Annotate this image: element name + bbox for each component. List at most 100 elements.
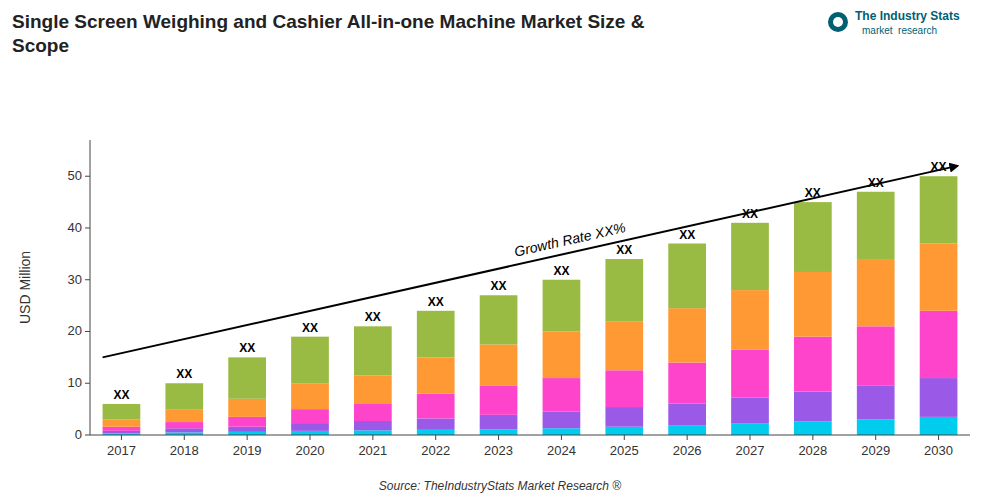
y-axis-line xyxy=(90,140,91,435)
bar-segment xyxy=(668,403,706,425)
logo-icon-hole xyxy=(833,17,843,27)
x-tick-label: 2020 xyxy=(296,443,325,458)
bar-label: XX xyxy=(239,341,255,355)
bar-segment xyxy=(417,311,455,358)
y-tick-label: 20 xyxy=(68,323,82,338)
bar-segment xyxy=(920,311,958,378)
bar-segment xyxy=(731,398,769,424)
bar-segment xyxy=(354,430,392,435)
bar-segment xyxy=(165,428,203,432)
x-tick-label: 2024 xyxy=(547,443,576,458)
y-tick-label: 50 xyxy=(68,168,82,183)
logo-icon xyxy=(828,12,848,32)
x-tick xyxy=(687,435,688,440)
bar-segment xyxy=(354,326,392,375)
x-tick xyxy=(184,435,185,440)
bar-segment xyxy=(794,337,832,392)
bar-segment xyxy=(103,427,141,431)
bar-segment xyxy=(354,421,392,430)
y-tick-label: 30 xyxy=(68,272,82,287)
bar-segment xyxy=(228,427,266,432)
bar-segment xyxy=(731,290,769,350)
y-tick-label: 0 xyxy=(75,427,82,442)
bar-segment xyxy=(354,404,392,421)
bar-segment xyxy=(543,412,581,429)
bar-segment xyxy=(794,272,832,337)
x-tick xyxy=(938,435,939,440)
bar-segment xyxy=(668,308,706,362)
bar-segment xyxy=(920,378,958,417)
bar-segment xyxy=(291,337,329,384)
bar-segment xyxy=(103,404,141,420)
bar-label: XX xyxy=(616,243,632,257)
bar-segment xyxy=(543,428,581,435)
x-tick xyxy=(624,435,625,440)
source: Source: TheIndustryStats Market Research… xyxy=(379,479,621,493)
bar-label: XX xyxy=(428,295,444,309)
x-tick-label: 2023 xyxy=(484,443,513,458)
x-tick xyxy=(750,435,751,440)
bars xyxy=(103,176,958,435)
bar-segment xyxy=(731,424,769,435)
y-tick xyxy=(85,435,90,436)
x-tick-label: 2025 xyxy=(610,443,639,458)
x-tick xyxy=(121,435,122,440)
y-tick xyxy=(85,279,90,280)
bar-segment xyxy=(417,418,455,429)
bar-segment xyxy=(731,223,769,290)
bar-segment xyxy=(920,176,958,243)
x-axis-line xyxy=(90,435,970,436)
bar-segment xyxy=(920,417,958,435)
bar-segment xyxy=(857,192,895,259)
bar-segment xyxy=(291,431,329,435)
bar-segment xyxy=(857,386,895,420)
x-tick xyxy=(498,435,499,440)
x-tick-label: 2029 xyxy=(861,443,890,458)
y-tick-label: 40 xyxy=(68,220,82,235)
bar-label: XX xyxy=(365,310,381,324)
x-tick-label: 2018 xyxy=(170,443,199,458)
bar-segment xyxy=(857,259,895,326)
chart: Single Screen Weighing and Cashier All-i… xyxy=(0,0,1000,500)
logo-text: The Industry Stats xyxy=(855,9,960,23)
bar-segment xyxy=(857,326,895,386)
x-tick-label: 2028 xyxy=(798,443,827,458)
x-tick xyxy=(435,435,436,440)
logo-subtext: market research xyxy=(862,25,937,36)
bar-label: XX xyxy=(679,228,695,242)
bar-segment xyxy=(417,394,455,419)
x-tick-label: 2019 xyxy=(233,443,262,458)
growth-label: Growth Rate XX% xyxy=(513,219,627,259)
bar-segment xyxy=(543,378,581,412)
bar-segment xyxy=(354,375,392,403)
x-tick-label: 2021 xyxy=(358,443,387,458)
x-tick-label: 2030 xyxy=(924,443,953,458)
bar-segment xyxy=(228,417,266,427)
bar-segment xyxy=(103,419,141,426)
title-line: Scope xyxy=(12,35,69,56)
bar-segment xyxy=(605,259,643,321)
bar-segment xyxy=(417,357,455,393)
bar-label: XX xyxy=(113,388,129,402)
y-tick xyxy=(85,383,90,384)
bar-segment xyxy=(857,419,895,435)
title: Single Screen Weighing and Cashier All-i… xyxy=(12,11,645,56)
y-tick xyxy=(85,227,90,228)
growth-arrow xyxy=(103,166,958,357)
bar-segment xyxy=(480,415,518,429)
bar-segment xyxy=(480,429,518,435)
y-tick-label: 10 xyxy=(68,375,82,390)
bar-segment xyxy=(480,344,518,385)
bar-segment xyxy=(731,350,769,398)
bar-segment xyxy=(291,383,329,409)
bar-segment xyxy=(605,321,643,370)
bar-segment xyxy=(605,407,643,427)
bar-label: XX xyxy=(553,264,569,278)
x-tick xyxy=(561,435,562,440)
bar-segment xyxy=(543,280,581,332)
bar-label: XX xyxy=(491,279,507,293)
bar-segment xyxy=(480,386,518,415)
bar-segment xyxy=(605,370,643,407)
bar-segment xyxy=(165,409,203,422)
y-tick xyxy=(85,331,90,332)
